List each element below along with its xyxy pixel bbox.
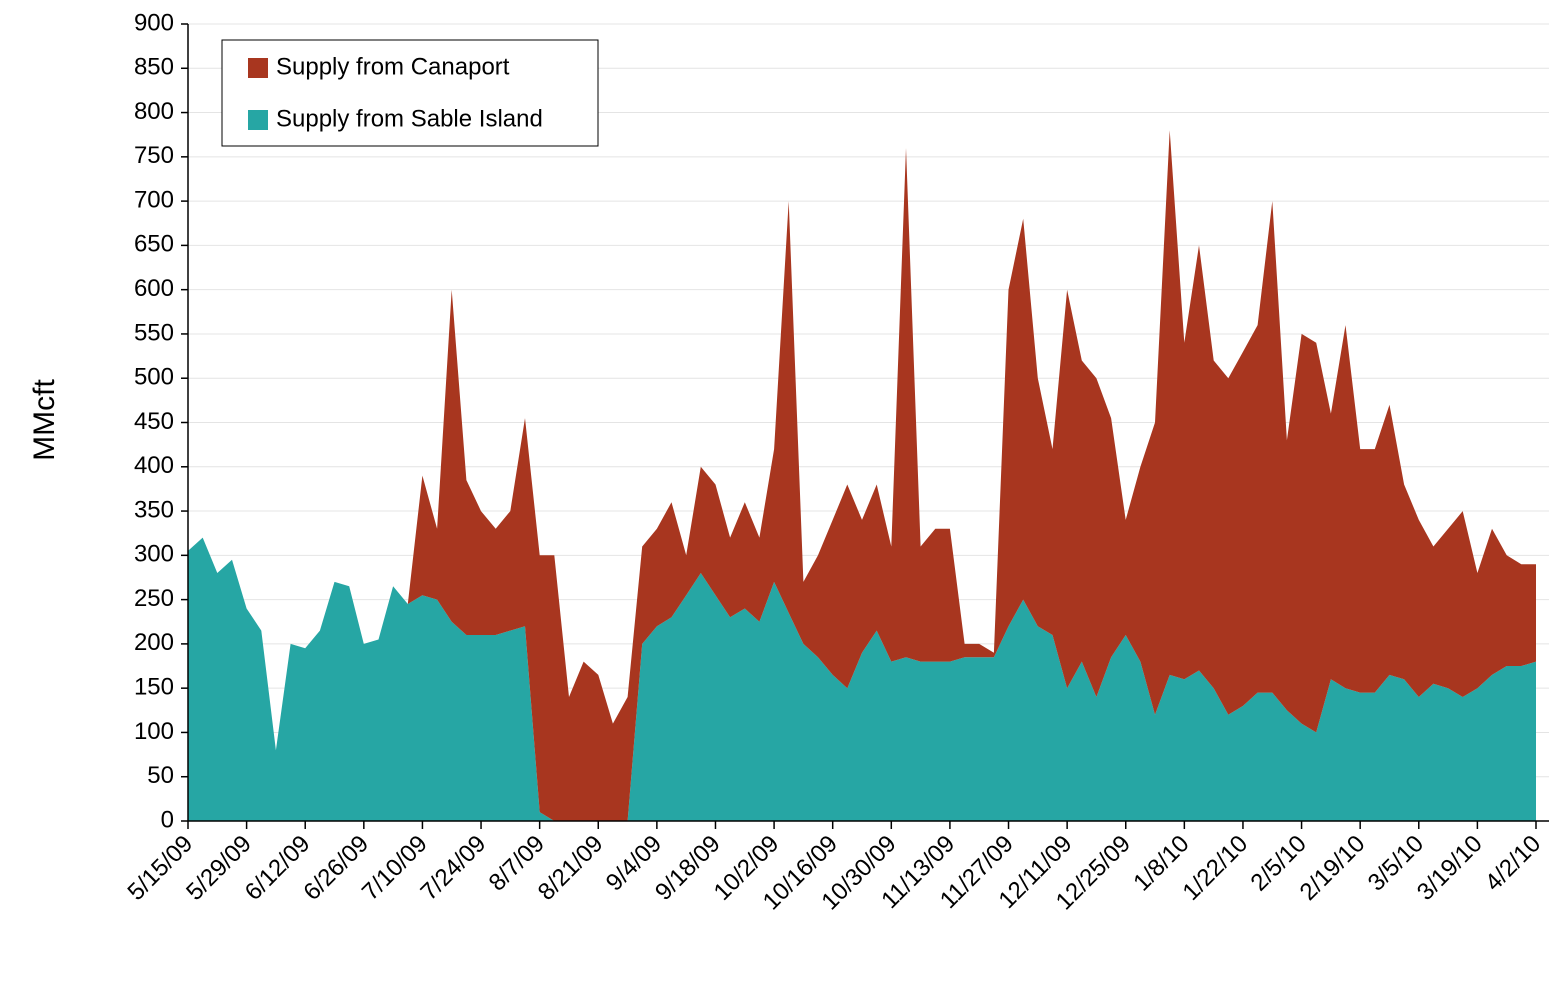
y-tick-label: 100 [134, 718, 174, 745]
y-tick-label: 200 [134, 629, 174, 656]
y-tick-label: 350 [134, 496, 174, 523]
x-tick-label: 4/2/10 [1480, 830, 1546, 896]
x-tick-label: 6/26/09 [298, 830, 374, 906]
legend-label: Supply from Sable Island [276, 105, 543, 132]
x-tick-label: 7/10/09 [357, 830, 433, 906]
x-tick-label: 1/22/10 [1177, 830, 1253, 906]
y-tick-label: 450 [134, 408, 174, 435]
x-tick-label: 3/19/10 [1412, 830, 1488, 906]
legend-box [221, 39, 599, 147]
legend-swatch [248, 110, 268, 130]
y-tick-label: 300 [134, 541, 174, 568]
legend-swatch [248, 58, 268, 78]
x-tick-label: 9/18/09 [650, 830, 726, 906]
area [188, 537, 1536, 821]
y-tick-label: 900 [134, 9, 174, 36]
legend: Supply from Canaport Supply from Sable Is… [221, 39, 599, 147]
y-tick-label: 0 [161, 806, 174, 833]
y-tick-label: 550 [134, 319, 174, 346]
x-tick-label: 5/29/09 [181, 830, 257, 906]
x-tick-label: 8/21/09 [533, 830, 609, 906]
y-tick-label: 700 [134, 186, 174, 213]
y-tick-label: 250 [134, 585, 174, 612]
y-tick-label: 600 [134, 275, 174, 302]
x-tick-label: 6/12/09 [240, 830, 316, 906]
y-tick-label: 750 [134, 142, 174, 169]
x-tick-label: 2/19/10 [1295, 830, 1371, 906]
y-tick-label: 650 [134, 231, 174, 258]
legend-label: Supply from Canaport [276, 53, 510, 80]
area [188, 130, 1536, 822]
x-tick-label: 5/15/09 [123, 830, 199, 906]
y-tick-label: 500 [134, 364, 174, 391]
y-axis-title: MMcft [28, 379, 61, 461]
x-tick-label: 7/24/09 [416, 830, 492, 906]
y-tick-label: 800 [134, 98, 174, 125]
y-tick-label: 850 [134, 54, 174, 81]
y-tick-label: 50 [147, 762, 174, 789]
y-tick-label: 150 [134, 674, 174, 701]
y-tick-label: 400 [134, 452, 174, 479]
